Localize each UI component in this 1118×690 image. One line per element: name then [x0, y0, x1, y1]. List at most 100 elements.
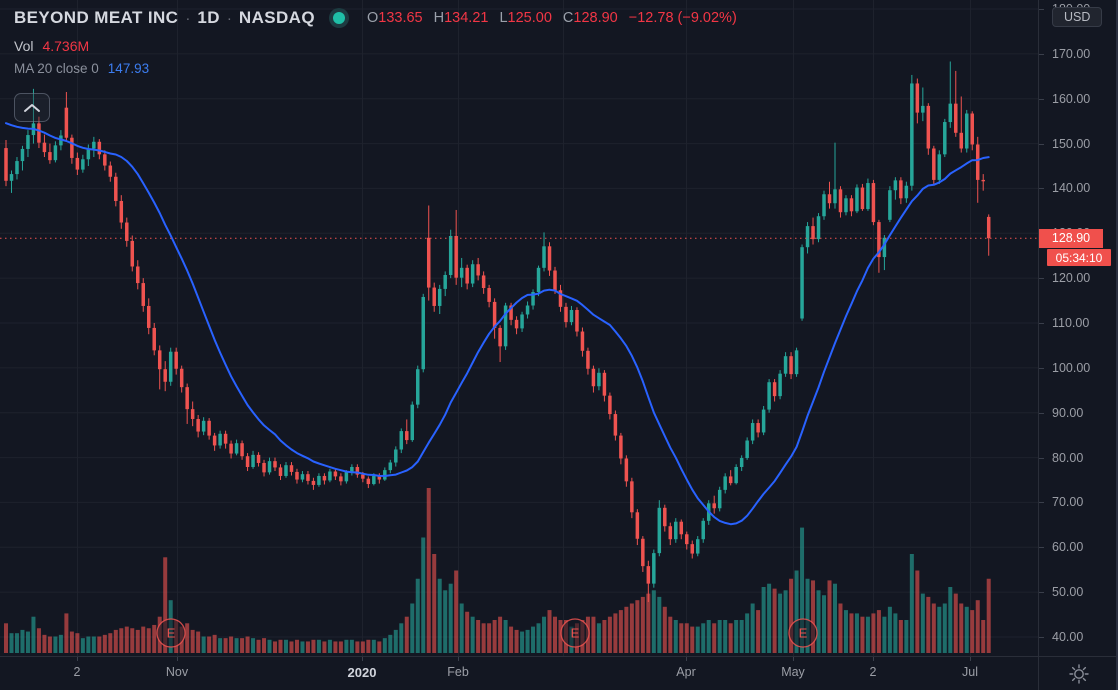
volume-legend[interactable]: Vol 4.736M [14, 38, 737, 56]
candle-body [514, 319, 519, 329]
ma-20-line[interactable] [5, 122, 990, 526]
change-value: −12.78 (−9.02%) [628, 10, 737, 26]
candle-body [125, 222, 129, 241]
candle-body [652, 553, 656, 584]
symbol-legend-row[interactable]: BEYOND MEAT INC · 1D · NASDAQ O133.65 H1… [14, 7, 737, 29]
volume-bar [953, 593, 958, 653]
candle-body [168, 351, 173, 382]
candle-body [899, 180, 903, 199]
volume-bar [854, 613, 859, 653]
price-axis-tick [1039, 9, 1044, 10]
volume-bar [596, 623, 601, 653]
time-axis-label: Jul [962, 665, 978, 679]
candle-body [943, 122, 947, 155]
volume-bar [267, 639, 272, 653]
candle-body [267, 461, 272, 473]
price-axis[interactable]: USD 128.90 05:34:10 40.00 50.00 60.00 70.00… [1038, 0, 1118, 656]
high-label: H [433, 10, 445, 26]
volume-bar [865, 616, 870, 653]
candle-body [904, 185, 909, 199]
candle-body [278, 467, 283, 476]
price-axis-tick [1039, 367, 1044, 369]
volume-bar [443, 590, 448, 653]
exchange-label[interactable]: NASDAQ [238, 8, 315, 27]
candle-body [525, 305, 530, 315]
volume-bar [811, 580, 816, 653]
price-axis-tick [1039, 592, 1044, 594]
candle-body [558, 290, 563, 307]
volume-bar [465, 611, 470, 653]
volume-bar [542, 616, 547, 653]
candle-body [4, 148, 8, 181]
candle-body [306, 474, 310, 481]
candle-body [822, 194, 826, 217]
low-value: 125.00 [507, 10, 552, 26]
volume-bar [558, 620, 563, 653]
candle-body [92, 141, 96, 149]
candle-body [695, 539, 700, 554]
candle-body [443, 275, 447, 289]
volume-bar [695, 626, 700, 653]
candle-body [234, 443, 239, 454]
volume-bar [887, 606, 892, 653]
grid-layer [0, 0, 1038, 656]
legend-collapse-button[interactable] [14, 93, 50, 122]
volume-bar [476, 620, 481, 653]
volume-bar [185, 623, 190, 653]
volume-bar [882, 616, 887, 653]
last-price-badge: 128.90 [1039, 228, 1103, 248]
volume-bar [80, 638, 85, 653]
candle-body [564, 306, 568, 323]
symbol-title[interactable]: BEYOND MEAT INC [14, 8, 179, 27]
candle-body [97, 141, 102, 155]
svg-text:E: E [167, 626, 176, 641]
volume-bar [426, 488, 431, 653]
price-axis-label: 110.00 [1052, 316, 1090, 330]
axis-settings-corner[interactable] [1038, 656, 1118, 690]
time-axis-tick [970, 657, 971, 661]
volume-bar [141, 626, 146, 653]
candle-body [185, 387, 189, 410]
market-status-dot-icon[interactable] [332, 12, 345, 24]
candle-body [646, 566, 651, 584]
candle-body [756, 423, 760, 433]
earnings-marker[interactable]: E [156, 618, 186, 648]
candle-body [350, 466, 354, 472]
time-axis[interactable]: 2 Nov 2020 Feb Apr May 2 Jul [0, 656, 1038, 690]
chevron-up-icon [24, 103, 40, 112]
volume-bar [262, 638, 267, 653]
time-axis-label: Nov [165, 665, 189, 679]
volume-bar [207, 636, 212, 653]
close-label: C [562, 10, 574, 26]
volume-bar [492, 620, 497, 653]
candle-body [641, 538, 645, 567]
volume-bar [767, 583, 772, 653]
volume-bar [860, 616, 865, 653]
price-axis-tick [1039, 502, 1044, 504]
earnings-marker[interactable]: E [560, 618, 590, 648]
volume-bar [273, 641, 278, 653]
volume-bar [415, 578, 420, 653]
candle-body [470, 264, 475, 284]
candle-body [86, 148, 91, 160]
candle-body [877, 222, 881, 258]
volume-layer [4, 488, 991, 653]
ma-indicator-legend[interactable]: MA 20 close 0 147.93 [14, 61, 737, 79]
volume-bar [723, 620, 728, 653]
candle-body [141, 283, 145, 306]
window-edge [1116, 0, 1118, 690]
volume-bar [646, 593, 651, 653]
candle-body [789, 356, 793, 375]
interval-label[interactable]: 1D [197, 8, 220, 27]
currency-button[interactable]: USD [1052, 7, 1103, 27]
volume-bar [58, 634, 63, 653]
candle-body [838, 189, 843, 213]
volume-bar [338, 641, 343, 653]
earnings-marker[interactable]: E [788, 618, 818, 648]
candle-body [207, 420, 211, 436]
volume-bar [783, 590, 788, 653]
candle-body [179, 368, 184, 388]
